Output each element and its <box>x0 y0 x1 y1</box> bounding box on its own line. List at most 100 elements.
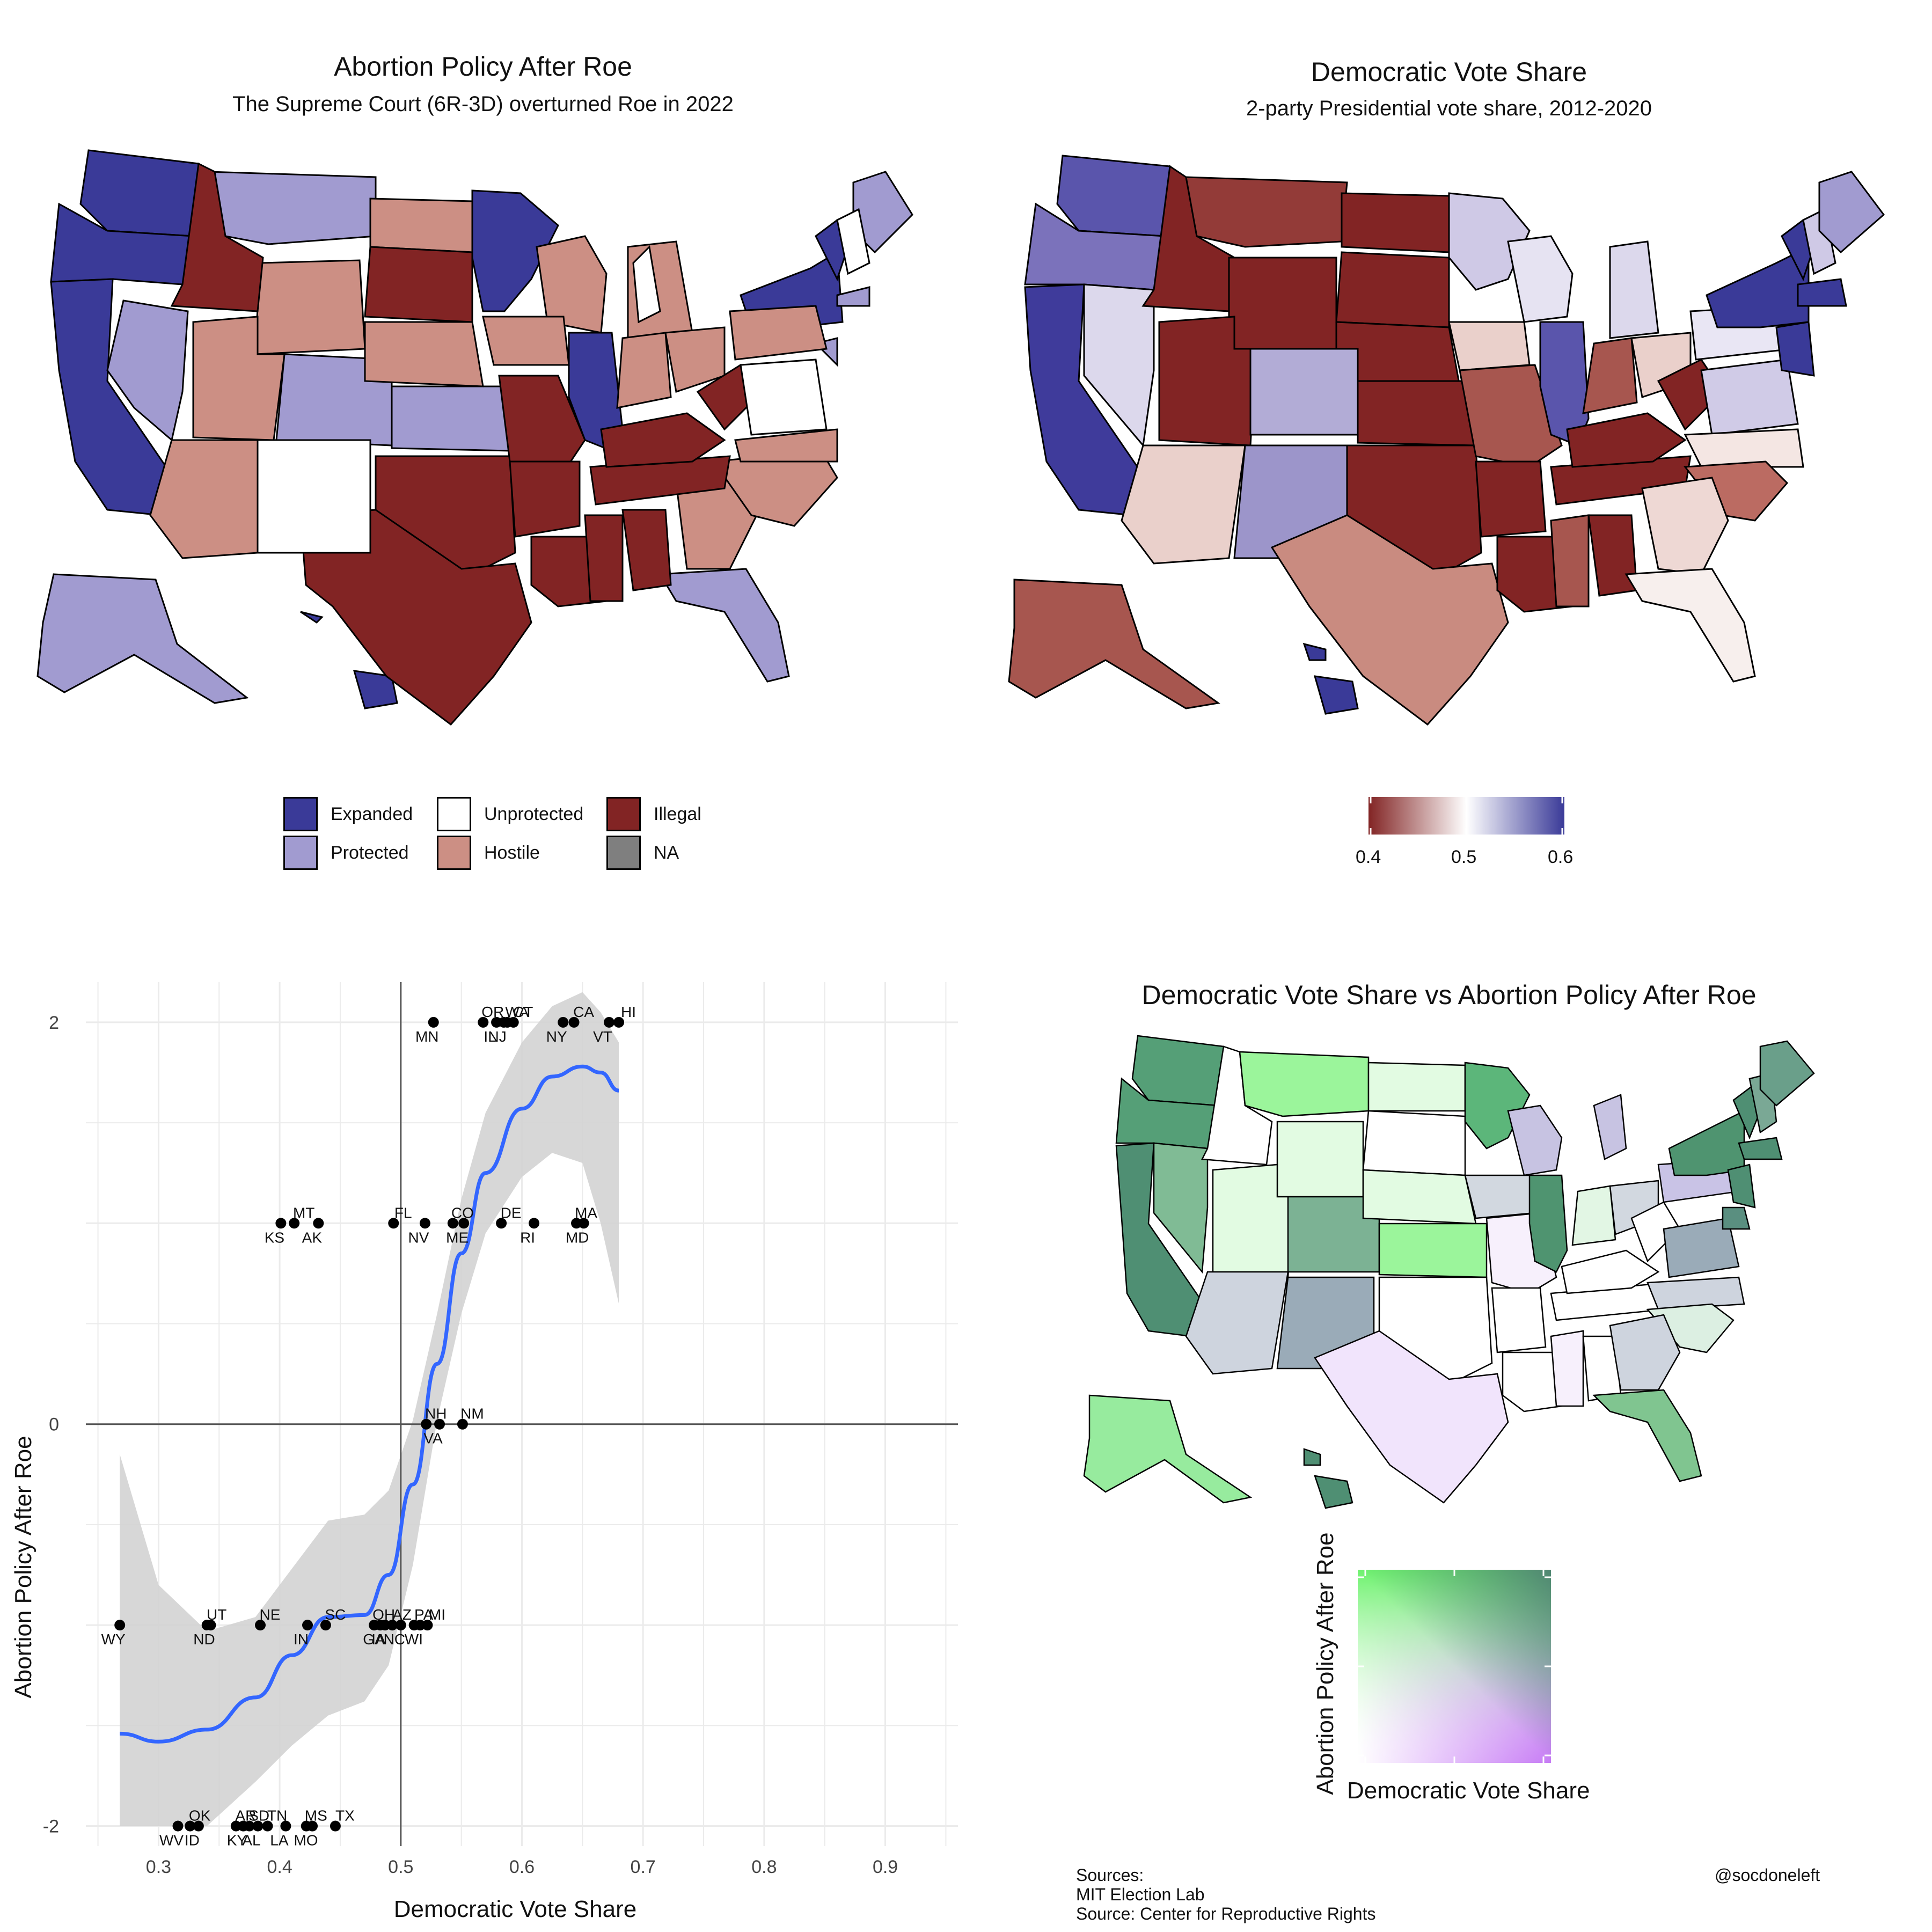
point-WV <box>172 1820 184 1832</box>
point-ME <box>458 1218 470 1229</box>
scatter-ylabel: Abortion Policy After Roe <box>10 1436 36 1698</box>
legend-swatch-unprotected <box>437 797 471 831</box>
point-label-MS: MS <box>305 1807 327 1824</box>
legend-label-protected: Protected <box>331 842 409 863</box>
point-label-MO: MO <box>294 1832 318 1849</box>
legend-swatch-illegal <box>606 797 641 831</box>
scatter-xlabel: Democratic Vote Share <box>394 1896 636 1922</box>
point-DE <box>496 1218 507 1229</box>
point-CT <box>508 1016 519 1028</box>
legend-label-expanded: Expanded <box>331 803 413 824</box>
sources-heading: Sources: <box>1076 1865 1144 1885</box>
point-MI <box>422 1620 433 1631</box>
point-label-SC: SC <box>325 1606 346 1623</box>
legend-label-hostile: Hostile <box>484 842 540 863</box>
map2-us-map <box>1008 155 1885 726</box>
point-label-AR: AR <box>235 1807 256 1824</box>
point-MO <box>307 1820 318 1832</box>
legend-protected: Protected <box>283 836 409 870</box>
point-label-NV: NV <box>408 1229 429 1246</box>
legend-swatch-na <box>606 836 641 870</box>
point-RI <box>529 1218 540 1229</box>
legend-label-na: NA <box>654 842 679 863</box>
source-mit: MIT Election Lab <box>1076 1885 1205 1904</box>
point-label-ID: ID <box>185 1832 200 1849</box>
point-label-ND: ND <box>193 1631 215 1648</box>
legend-swatch-protected <box>283 836 318 870</box>
point-OK <box>185 1820 196 1832</box>
point-label-NC: NC <box>384 1631 405 1648</box>
colorbar-tick-0.5: 0.5 <box>1451 847 1477 867</box>
point-VA <box>434 1418 445 1430</box>
bivariate-ylabel: Abortion Policy After Roe <box>1312 1532 1338 1795</box>
map1-subtitle: The Supreme Court (6R-3D) overturned Roe… <box>232 92 734 116</box>
legend-expanded: Expanded <box>283 797 413 831</box>
point-label-AZ: AZ <box>392 1606 412 1623</box>
point-label-MT: MT <box>293 1204 314 1221</box>
point-LA <box>280 1820 291 1832</box>
legend-label-unprotected: Unprotected <box>484 803 584 824</box>
point-label-OK: OK <box>189 1807 211 1824</box>
legend-illegal: Illegal <box>606 797 701 831</box>
point-label-AL: AL <box>242 1832 260 1849</box>
point-label-NJ: NJ <box>488 1028 507 1045</box>
point-label-VT: VT <box>593 1028 612 1045</box>
point-NH <box>421 1418 432 1430</box>
point-NE <box>255 1620 266 1631</box>
legend-hostile: Hostile <box>437 836 540 870</box>
x-tick-label: 0.7 <box>631 1857 656 1877</box>
point-label-RI: RI <box>520 1229 535 1246</box>
point-label-CO: CO <box>451 1204 474 1221</box>
point-NJ <box>498 1016 509 1028</box>
map3-title: Democratic Vote Share vs Abortion Policy… <box>1141 980 1757 1010</box>
point-MD <box>578 1218 589 1229</box>
point-label-WI: WI <box>405 1631 423 1648</box>
confidence-band <box>120 992 619 1826</box>
map2-subtitle: 2-party Presidential vote share, 2012-20… <box>1246 97 1652 120</box>
y-tick-label: 0 <box>49 1415 59 1435</box>
point-label-OR: OR <box>481 1004 504 1020</box>
point-OH <box>369 1620 380 1631</box>
x-tick-label: 0.8 <box>751 1857 777 1877</box>
point-label-NE: NE <box>260 1606 281 1623</box>
x-tick-label: 0.4 <box>267 1857 292 1877</box>
scatter-chart: 0.3 0.4 0.5 0.6 0.7 0.8 0.9 -2 0 2 MN OR IL WA NJ CT NY… <box>10 982 958 1922</box>
point-label-IA: IA <box>371 1631 386 1648</box>
bivariate-legend <box>1358 1570 1551 1763</box>
point-label-ME: ME <box>446 1229 469 1246</box>
point-label-SD: SD <box>248 1807 269 1824</box>
author-handle: @socdoneleft <box>1715 1865 1820 1885</box>
point-ID <box>193 1820 204 1832</box>
point-label-DE: DE <box>501 1204 522 1221</box>
x-tick-label: 0.5 <box>388 1857 413 1877</box>
point-FL <box>388 1218 399 1229</box>
map1-us-map <box>36 149 913 726</box>
point-NM <box>457 1418 468 1430</box>
point-VT <box>604 1016 614 1028</box>
point-label-IN: IN <box>294 1631 309 1648</box>
point-SC <box>320 1620 331 1631</box>
point-label-LA: LA <box>270 1832 289 1849</box>
point-label-WV: WV <box>159 1832 184 1849</box>
point-label-CA: CA <box>573 1004 594 1020</box>
point-label-PA: PA <box>414 1606 434 1623</box>
point-label-GA: GA <box>363 1631 385 1648</box>
point-AK <box>313 1218 324 1229</box>
point-label-MD: MD <box>566 1229 589 1246</box>
point-label-VA: VA <box>423 1430 443 1447</box>
map2-colorbar <box>1368 797 1564 835</box>
point-CA <box>568 1016 580 1028</box>
point-TN <box>262 1820 273 1832</box>
point-IN <box>302 1620 313 1631</box>
point-OR <box>478 1016 489 1028</box>
map1-title: Abortion Policy After Roe <box>334 52 632 82</box>
map2-title: Democratic Vote Share <box>1311 57 1587 87</box>
legend-unprotected: Unprotected <box>437 797 583 831</box>
point-label-AK: AK <box>302 1229 323 1246</box>
point-NY <box>558 1016 569 1028</box>
source-crr: Source: Center for Reproductive Rights <box>1076 1904 1376 1923</box>
point-label-WY: WY <box>101 1631 126 1648</box>
y-tick-label: -2 <box>43 1817 59 1837</box>
point-label-NY: NY <box>546 1028 567 1045</box>
bivariate-xlabel: Democratic Vote Share <box>1347 1777 1590 1804</box>
